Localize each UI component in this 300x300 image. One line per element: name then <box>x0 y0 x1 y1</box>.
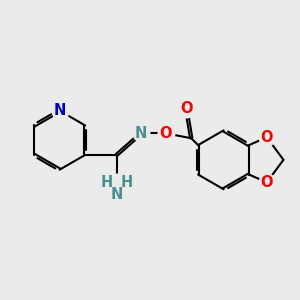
Text: O: O <box>180 101 193 116</box>
Text: O: O <box>260 130 273 145</box>
Text: N: N <box>53 103 66 118</box>
Text: O: O <box>260 175 273 190</box>
Text: O: O <box>159 126 172 141</box>
Text: N: N <box>135 126 147 141</box>
Text: N: N <box>110 187 123 202</box>
Text: H: H <box>120 175 133 190</box>
Text: H: H <box>101 175 113 190</box>
